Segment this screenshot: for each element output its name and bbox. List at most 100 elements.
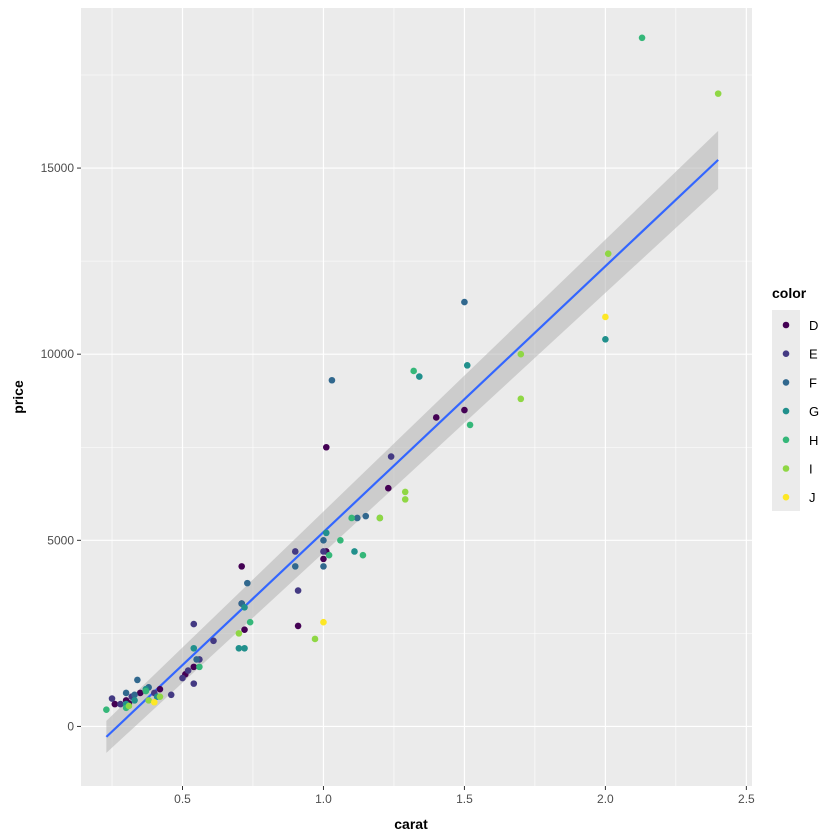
data-point-g <box>602 336 609 343</box>
data-point-j <box>151 698 158 706</box>
regression-line <box>105 159 719 738</box>
data-point-g <box>241 604 248 611</box>
y-tick-label: 15000 <box>41 161 75 175</box>
legend-key-g <box>782 407 790 415</box>
x-tick-label: 1.5 <box>456 792 473 806</box>
data-point-d <box>320 555 327 563</box>
legend-key-i <box>782 465 790 472</box>
legend-label-d: D <box>809 318 818 333</box>
data-point-e <box>190 680 198 687</box>
data-point-d <box>432 414 440 421</box>
data-point-h <box>325 551 333 559</box>
data-point-i <box>517 395 525 403</box>
data-point-f <box>320 563 327 570</box>
data-point-h <box>103 706 110 713</box>
data-point-g <box>416 373 423 380</box>
data-point-i <box>604 250 612 257</box>
legend-key-j <box>782 493 790 501</box>
data-point-i <box>311 635 319 643</box>
data-point-f <box>131 691 138 699</box>
data-point-i <box>235 630 243 637</box>
legend-key-f <box>782 379 790 386</box>
data-point-h <box>410 367 417 375</box>
data-point-f <box>244 579 251 587</box>
confidence-band-area <box>106 130 719 753</box>
data-point-i <box>517 350 525 358</box>
data-point-h <box>196 663 203 671</box>
legend-key-e <box>782 350 790 358</box>
data-point-f <box>134 676 141 684</box>
data-point-e <box>179 674 186 682</box>
data-point-e <box>117 700 124 708</box>
data-point-i <box>401 488 409 496</box>
data-point-e <box>294 587 302 594</box>
legend-key-h <box>782 436 790 444</box>
data-point-f <box>320 537 327 544</box>
data-point-g <box>235 644 243 652</box>
x-tick-label: 2.0 <box>597 792 614 806</box>
data-point-h <box>359 551 367 559</box>
data-point-e <box>387 453 395 460</box>
data-point-h <box>337 537 344 544</box>
data-point-e <box>320 548 327 555</box>
data-point-j <box>320 618 327 626</box>
data-point-d <box>294 622 302 630</box>
legend-label-i: I <box>809 462 813 477</box>
data-point-f <box>362 512 370 520</box>
x-tick-label: 0.5 <box>174 792 191 806</box>
data-point-g <box>131 697 138 704</box>
y-tick-label: 5000 <box>47 533 74 547</box>
data-point-j <box>602 313 609 321</box>
data-point-h <box>246 618 254 626</box>
data-point-g <box>190 644 198 652</box>
data-point-e <box>184 667 192 674</box>
data-point-h <box>142 687 150 695</box>
legend-label-e: E <box>809 347 818 362</box>
data-point-g <box>322 529 330 537</box>
legend-label-f: F <box>809 375 817 390</box>
x-axis-title: carat <box>394 816 428 832</box>
x-tick-label: 2.5 <box>738 792 755 806</box>
data-point-e <box>291 548 299 555</box>
data-point-h <box>466 421 474 429</box>
data-point-d <box>238 563 246 570</box>
data-point-d <box>136 689 144 697</box>
data-point-f <box>353 514 361 522</box>
data-point-i <box>125 702 133 710</box>
legend-key-d <box>782 321 790 329</box>
data-point-g <box>463 362 471 369</box>
data-point-d <box>190 663 198 671</box>
data-point-i <box>401 496 409 503</box>
y-tick-label: 0 <box>67 719 74 733</box>
data-point-i <box>145 697 152 704</box>
data-points <box>103 34 722 713</box>
data-point-d <box>322 443 330 451</box>
data-point-e <box>190 620 198 628</box>
data-point-f <box>328 376 336 384</box>
data-point-f <box>291 563 299 570</box>
data-point-f <box>193 656 200 663</box>
data-point-d <box>241 626 248 633</box>
data-point-e <box>167 691 175 699</box>
x-tick-label: 1.0 <box>315 792 332 806</box>
confidence-band <box>106 130 719 753</box>
data-point-d <box>156 685 164 693</box>
data-point-i <box>714 90 722 97</box>
data-point-d <box>111 700 119 708</box>
data-point-d <box>385 484 392 492</box>
y-tick-label: 10000 <box>41 347 75 361</box>
data-point-h <box>638 34 646 42</box>
legend-label-h: H <box>809 433 818 448</box>
legend-label-j: J <box>809 490 816 505</box>
data-point-f <box>122 689 130 697</box>
legend-title: color <box>772 285 807 301</box>
data-point-e <box>108 695 116 702</box>
data-point-g <box>241 644 248 652</box>
data-point-e <box>210 637 217 645</box>
legend-label-g: G <box>809 404 819 419</box>
data-point-h <box>348 514 355 522</box>
data-point-d <box>461 406 468 414</box>
